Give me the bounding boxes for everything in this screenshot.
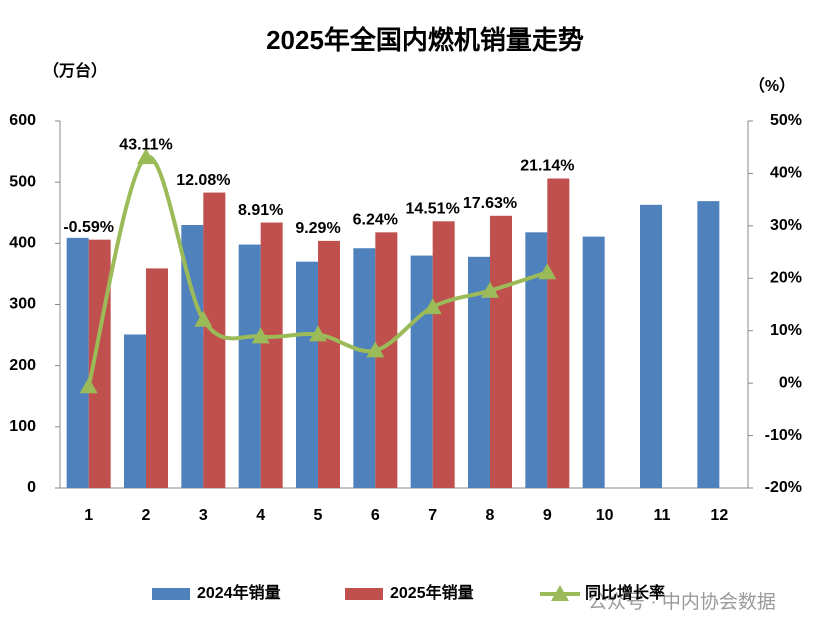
- marker: [481, 281, 499, 298]
- marker: [538, 263, 557, 280]
- legend-label: 2024年销量: [197, 583, 281, 602]
- y2-tick-label: 40%: [770, 165, 802, 182]
- y-tick-label: 400: [9, 235, 36, 252]
- bar: [124, 334, 146, 488]
- legend-label: 同比增长率: [585, 583, 665, 602]
- chart-title: 2025年全国内燃机销量走势: [266, 25, 584, 55]
- marker: [194, 310, 213, 327]
- marker: [251, 327, 270, 344]
- y-tick-label: 500: [9, 173, 36, 190]
- y-tick-label: 300: [9, 296, 36, 313]
- marker: [79, 377, 98, 394]
- y2-tick-label: 0%: [779, 374, 802, 391]
- legend-marker: [551, 585, 569, 601]
- x-tick-label: 3: [199, 507, 208, 524]
- bar: [547, 178, 570, 488]
- bar: [146, 268, 168, 488]
- watermark: 公众号 · 中内协会数据: [588, 591, 776, 613]
- y2-axis-label: （%）: [749, 77, 795, 95]
- data-label: 12.08%: [176, 172, 230, 189]
- y2-tick-label: 30%: [770, 217, 802, 234]
- x-tick-label: 11: [654, 507, 671, 524]
- y2-tick-label: -10%: [765, 427, 802, 444]
- x-tick-label: 1: [84, 507, 93, 524]
- y2-tick-label: 50%: [770, 112, 802, 129]
- bar: [582, 236, 605, 488]
- data-label: 14.51%: [406, 201, 460, 218]
- bar: [640, 204, 662, 488]
- bar: [375, 232, 398, 488]
- x-tick-label: 7: [428, 507, 437, 524]
- x-tick-label: 12: [710, 507, 728, 524]
- y-axis-label: （万台）: [43, 61, 107, 80]
- bar: [410, 255, 433, 488]
- x-tick-label: 10: [596, 507, 614, 524]
- bar: [238, 244, 261, 488]
- legend-swatch: [345, 588, 383, 600]
- bar: [525, 232, 548, 488]
- marker: [423, 298, 442, 315]
- y2-tick-label: 20%: [770, 270, 802, 287]
- bar: [203, 192, 226, 488]
- x-tick-label: 8: [486, 507, 495, 524]
- data-label: 9.29%: [295, 220, 340, 237]
- marker: [137, 148, 155, 165]
- bar: [353, 248, 376, 488]
- marker: [366, 341, 385, 358]
- data-label: 6.24%: [353, 212, 398, 229]
- data-label: 21.14%: [520, 158, 574, 175]
- legend-label: 2025年销量: [390, 583, 474, 602]
- x-tick-label: 4: [256, 507, 265, 524]
- bar: [66, 237, 89, 488]
- data-label: -0.59%: [63, 219, 114, 236]
- data-label: 8.91%: [238, 202, 283, 219]
- y-tick-label: 100: [9, 418, 36, 435]
- data-label: 17.63%: [463, 195, 517, 212]
- x-tick-label: 5: [314, 507, 323, 524]
- bar: [697, 201, 720, 488]
- y2-tick-label: -20%: [765, 479, 802, 496]
- bar: [468, 256, 490, 488]
- bar: [318, 240, 340, 488]
- x-tick-label: 2: [142, 507, 151, 524]
- legend-swatch: [152, 588, 190, 600]
- y-tick-label: 200: [9, 357, 36, 374]
- bar: [490, 215, 512, 488]
- y2-tick-label: 10%: [770, 322, 802, 339]
- bar: [432, 221, 455, 488]
- x-tick-label: 6: [371, 507, 380, 524]
- bar: [181, 224, 204, 488]
- data-label: 43.11%: [119, 136, 172, 153]
- marker: [309, 325, 327, 342]
- bar: [296, 261, 318, 488]
- x-tick-label: 9: [543, 507, 552, 524]
- y-tick-label: 0: [27, 479, 36, 496]
- bar: [260, 222, 283, 488]
- y-tick-label: 600: [9, 112, 36, 129]
